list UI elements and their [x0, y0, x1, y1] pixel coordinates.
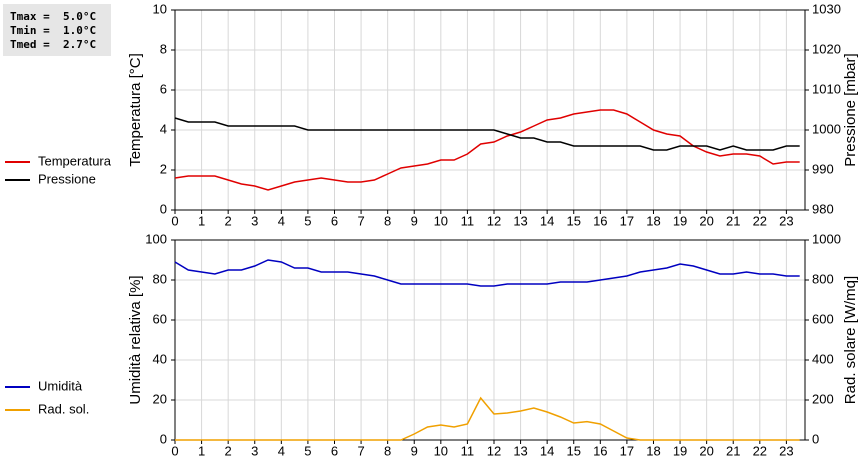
x-tick-label: 16 — [593, 443, 607, 458]
x-tick-label: 19 — [673, 443, 687, 458]
plot-frame — [174, 9, 806, 211]
plot-area — [175, 240, 805, 440]
x-tick-label: 0 — [171, 213, 178, 228]
x-tick-label: 23 — [779, 213, 793, 228]
y2-tick-label: 0 — [812, 431, 819, 446]
x-tick-label: 23 — [779, 443, 793, 458]
x-tick-label: 9 — [411, 213, 418, 228]
x-tick-label: 20 — [699, 213, 713, 228]
y2-axis-title: Pressione [mbar] — [842, 53, 859, 166]
x-tick-label: 3 — [251, 213, 258, 228]
x-tick-label: 3 — [251, 443, 258, 458]
y-tick-label: 6 — [160, 81, 167, 96]
y2-tick-label: 1000 — [812, 121, 841, 136]
y-tick-label: 2 — [160, 161, 167, 176]
x-tick-label: 15 — [566, 213, 580, 228]
legend-label: Temperatura — [38, 153, 112, 168]
x-tick-label: 7 — [357, 213, 364, 228]
x-tick-label: 14 — [540, 213, 554, 228]
legend-label: Pressione — [38, 171, 96, 186]
y-tick-label: 100 — [145, 231, 167, 246]
y2-tick-label: 200 — [812, 391, 834, 406]
y-tick-label: 20 — [153, 391, 167, 406]
stats-box — [3, 4, 111, 56]
x-tick-label: 8 — [384, 213, 391, 228]
y2-tick-label: 980 — [812, 201, 834, 216]
x-tick-label: 8 — [384, 443, 391, 458]
x-tick-label: 0 — [171, 443, 178, 458]
y2-tick-label: 1030 — [812, 1, 841, 16]
x-tick-label: 2 — [225, 213, 232, 228]
legend-label: Umidità — [38, 378, 83, 393]
x-tick-label: 17 — [620, 213, 634, 228]
x-tick-label: 11 — [461, 213, 475, 228]
y2-axis-title: Rad. solare [W/mq] — [842, 276, 859, 404]
x-tick-label: 10 — [434, 213, 448, 228]
x-tick-label: 22 — [753, 443, 767, 458]
y2-tick-label: 1020 — [812, 41, 841, 56]
series-line — [175, 396, 800, 441]
x-tick-label: 6 — [331, 213, 338, 228]
x-tick-label: 12 — [487, 443, 501, 458]
y-axis-title: Temperatura [°C] — [127, 53, 144, 167]
x-tick-label: 14 — [540, 443, 554, 458]
x-tick-label: 17 — [620, 443, 634, 458]
y-tick-label: 80 — [153, 271, 167, 286]
stat-line: Tmax = 5.0°C — [10, 10, 96, 23]
y2-tick-label: 1000 — [812, 231, 841, 246]
x-tick-label: 5 — [304, 443, 311, 458]
x-tick-label: 6 — [331, 443, 338, 458]
series-line — [174, 259, 800, 287]
y-axis-title: Umidità relativa [%] — [127, 275, 144, 404]
y2-tick-label: 400 — [812, 351, 834, 366]
x-tick-label: 10 — [434, 443, 448, 458]
series-line — [174, 117, 800, 151]
x-tick-label: 16 — [593, 213, 607, 228]
y-tick-label: 0 — [160, 431, 167, 446]
stat-line: Tmed = 2.7°C — [10, 38, 96, 51]
y-tick-label: 10 — [153, 1, 167, 16]
x-tick-label: 9 — [411, 443, 418, 458]
legend-label: Rad. sol. — [38, 401, 89, 416]
x-tick-label: 19 — [673, 213, 687, 228]
x-tick-label: 2 — [225, 443, 232, 458]
series-line — [174, 109, 800, 191]
x-tick-label: 7 — [357, 443, 364, 458]
y2-tick-label: 990 — [812, 161, 834, 176]
plot-area — [175, 10, 805, 210]
x-tick-label: 21 — [726, 443, 740, 458]
x-tick-label: 1 — [198, 443, 205, 458]
y2-tick-label: 800 — [812, 271, 834, 286]
x-tick-label: 22 — [753, 213, 767, 228]
x-tick-label: 18 — [646, 213, 660, 228]
stat-line: Tmin = 1.0°C — [10, 24, 96, 37]
x-tick-label: 13 — [513, 213, 527, 228]
x-tick-label: 18 — [646, 443, 660, 458]
x-tick-label: 20 — [699, 443, 713, 458]
y-tick-label: 40 — [153, 351, 167, 366]
y-tick-label: 0 — [160, 201, 167, 216]
x-tick-label: 5 — [304, 213, 311, 228]
x-tick-label: 21 — [726, 213, 740, 228]
y-tick-label: 4 — [160, 121, 167, 136]
x-tick-label: 4 — [278, 213, 285, 228]
x-tick-label: 4 — [278, 443, 285, 458]
x-tick-label: 13 — [513, 443, 527, 458]
y-tick-label: 60 — [153, 311, 167, 326]
plot-frame — [174, 239, 806, 441]
y-tick-label: 8 — [160, 41, 167, 56]
x-tick-label: 1 — [198, 213, 205, 228]
y2-tick-label: 600 — [812, 311, 834, 326]
y2-tick-label: 1010 — [812, 81, 841, 96]
x-tick-label: 11 — [461, 443, 475, 458]
x-tick-label: 15 — [566, 443, 580, 458]
x-tick-label: 12 — [487, 213, 501, 228]
